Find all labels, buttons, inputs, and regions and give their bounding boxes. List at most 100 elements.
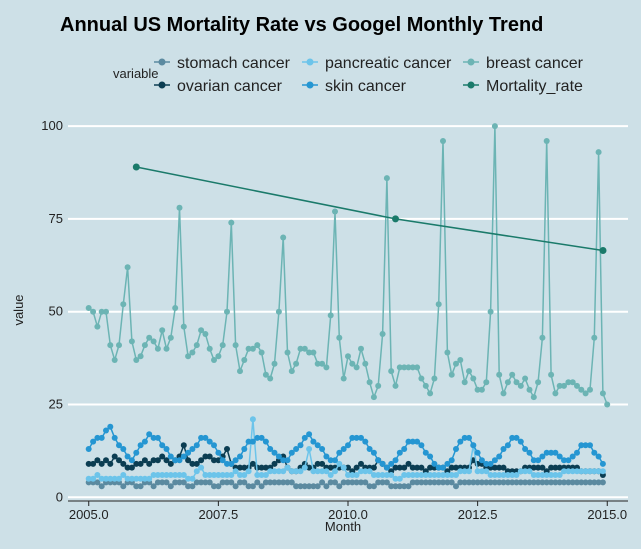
data-point-pancreatic-cancer (474, 468, 481, 475)
y-tick-label: 50 (49, 304, 63, 319)
data-point-stomach-cancer (379, 479, 386, 486)
data-point-ovarian-cancer (370, 464, 377, 471)
data-point-skin-cancer (435, 464, 442, 471)
data-point-ovarian-cancer (94, 457, 101, 464)
data-point-skin-cancer (340, 446, 347, 452)
data-point-skin-cancer (556, 453, 563, 460)
data-point-pancreatic-cancer (478, 468, 485, 475)
data-point-pancreatic-cancer (133, 475, 140, 482)
data-point-stomach-cancer (535, 479, 542, 486)
data-point-breast-cancer (548, 371, 555, 378)
data-point-skin-cancer (543, 449, 550, 456)
legend-key-dot (158, 58, 166, 66)
data-point-stomach-cancer (409, 479, 416, 486)
data-point-pancreatic-cancer (137, 475, 144, 482)
data-point-skin-cancer (535, 457, 542, 464)
data-point-stomach-cancer (591, 479, 598, 486)
data-point-breast-cancer (440, 138, 446, 144)
data-point-breast-cancer (448, 371, 455, 378)
data-point-pancreatic-cancer (245, 468, 252, 475)
data-point-mortality-rate (132, 163, 140, 171)
data-point-stomach-cancer (448, 479, 455, 486)
data-point-ovarian-cancer (185, 457, 192, 464)
data-point-ovarian-cancer (314, 460, 321, 467)
data-point-ovarian-cancer (163, 457, 170, 464)
data-point-breast-cancer (543, 138, 550, 144)
data-point-pancreatic-cancer (267, 468, 274, 475)
data-point-skin-cancer (409, 438, 416, 445)
data-point-ovarian-cancer (85, 460, 92, 467)
data-point-ovarian-cancer (491, 464, 498, 471)
data-point-stomach-cancer (262, 479, 269, 486)
data-point-pancreatic-cancer (509, 472, 516, 478)
data-point-skin-cancer (392, 457, 399, 464)
data-point-skin-cancer (94, 434, 101, 441)
data-point-breast-cancer (392, 382, 399, 389)
data-point-skin-cancer (172, 457, 179, 464)
data-point-pancreatic-cancer (189, 475, 196, 482)
data-point-skin-cancer (336, 449, 343, 456)
data-point-stomach-cancer (258, 483, 265, 490)
legend-item-ovarian-cancer: ovarian cancer (154, 78, 283, 95)
data-point-ovarian-cancer (111, 453, 118, 460)
data-point-breast-cancer (128, 338, 135, 345)
data-point-stomach-cancer (189, 483, 196, 490)
data-point-skin-cancer (241, 446, 248, 452)
data-point-stomach-cancer (336, 483, 343, 490)
data-point-pancreatic-cancer (111, 475, 118, 482)
data-point-breast-cancer (319, 360, 326, 367)
data-point-skin-cancer (345, 442, 351, 449)
data-point-skin-cancer (103, 427, 109, 434)
series-pancreatic-cancer (85, 416, 606, 482)
data-point-ovarian-cancer (396, 464, 403, 471)
data-point-pancreatic-cancer (306, 446, 313, 452)
data-point-stomach-cancer (427, 479, 434, 486)
data-point-ovarian-cancer (120, 460, 127, 467)
data-point-mortality-rate (392, 215, 399, 223)
data-point-ovarian-cancer (193, 460, 200, 467)
data-point-ovarian-cancer (211, 457, 217, 464)
legend-label-ovarian-cancer: ovarian cancer (177, 78, 283, 95)
data-point-stomach-cancer (517, 479, 524, 486)
series-breast-cancer (85, 123, 611, 408)
data-point-breast-cancer (228, 219, 235, 226)
data-point-pancreatic-cancer (548, 472, 555, 478)
data-point-ovarian-cancer (180, 442, 187, 449)
data-point-pancreatic-cancer (228, 472, 235, 478)
data-point-breast-cancer (284, 349, 291, 356)
legend-label-pancreatic-cancer: pancreatic cancer (325, 55, 452, 72)
data-point-skin-cancer (146, 431, 153, 438)
data-point-skin-cancer (232, 457, 239, 464)
data-point-ovarian-cancer (249, 460, 256, 467)
data-point-skin-cancer (370, 449, 377, 456)
data-point-breast-cancer (578, 386, 585, 393)
data-point-pancreatic-cancer (565, 468, 572, 475)
data-point-breast-cancer (237, 368, 243, 375)
data-point-stomach-cancer (457, 479, 464, 486)
data-point-pancreatic-cancer (150, 472, 157, 478)
data-point-stomach-cancer (198, 479, 205, 486)
data-point-skin-cancer (440, 464, 446, 471)
data-point-pancreatic-cancer (94, 472, 101, 478)
data-point-breast-cancer (349, 360, 356, 367)
data-point-stomach-cancer (582, 479, 589, 486)
data-point-skin-cancer (245, 438, 252, 445)
data-point-pancreatic-cancer (271, 468, 278, 475)
data-point-pancreatic-cancer (120, 472, 127, 478)
data-point-breast-cancer (358, 345, 364, 352)
data-point-stomach-cancer (133, 483, 140, 490)
data-point-pancreatic-cancer (146, 475, 153, 482)
legend-item-pancreatic-cancer: pancreatic cancer (302, 55, 452, 72)
data-point-pancreatic-cancer (539, 472, 546, 478)
data-point-skin-cancer (271, 449, 278, 456)
data-point-pancreatic-cancer (327, 472, 334, 478)
data-point-ovarian-cancer (327, 464, 334, 471)
data-point-ovarian-cancer (418, 464, 425, 471)
data-point-skin-cancer (85, 446, 92, 452)
data-point-pancreatic-cancer (513, 472, 520, 478)
data-point-pancreatic-cancer (370, 472, 377, 478)
data-point-breast-cancer (314, 360, 321, 367)
data-point-skin-cancer (323, 453, 330, 460)
data-point-stomach-cancer (340, 479, 347, 486)
data-point-stomach-cancer (224, 479, 230, 486)
